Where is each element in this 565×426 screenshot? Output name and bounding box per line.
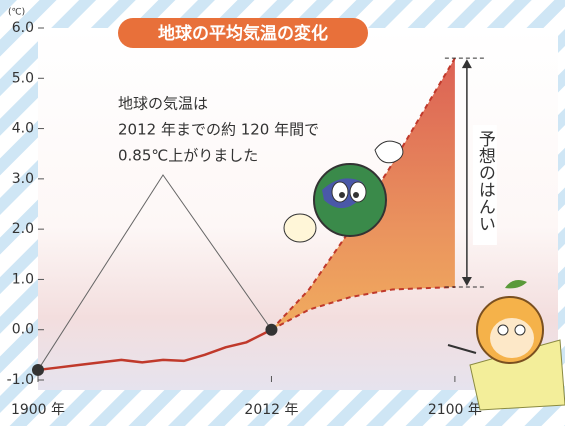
y-tick-label: 4.0	[12, 121, 34, 137]
annotation: 2012 年までの約 120 年間で	[118, 121, 319, 139]
chart-title: 地球の平均気温の変化	[158, 23, 328, 44]
chart: 地球の平均気温の変化 (℃) -1.0 0.0 1.0 2.0 3.0 4.0 5.0 6.0…	[0, 0, 565, 426]
y-tick-label: 0.0	[12, 322, 34, 338]
annotation: 0.85℃上がりました	[118, 147, 258, 165]
y-tick-label: 5.0	[12, 70, 34, 86]
range-label: 予想のはんい	[475, 130, 496, 232]
y-tick-label: 2.0	[12, 221, 34, 237]
y-tick-label: 1.0	[12, 271, 34, 287]
annotation: 地球の気温は	[118, 95, 208, 113]
x-tick-label: 2012 年	[244, 402, 298, 418]
y-tick-label: 6.0	[12, 20, 34, 36]
y-tick-label: 3.0	[12, 171, 34, 187]
x-tick-label: 2100 年	[428, 402, 482, 418]
point	[265, 324, 277, 336]
x-tick-label: 1900 年	[11, 402, 65, 418]
y-tick-label: -1.0	[7, 372, 34, 388]
y-unit: (℃)	[8, 8, 25, 18]
point	[32, 364, 44, 376]
